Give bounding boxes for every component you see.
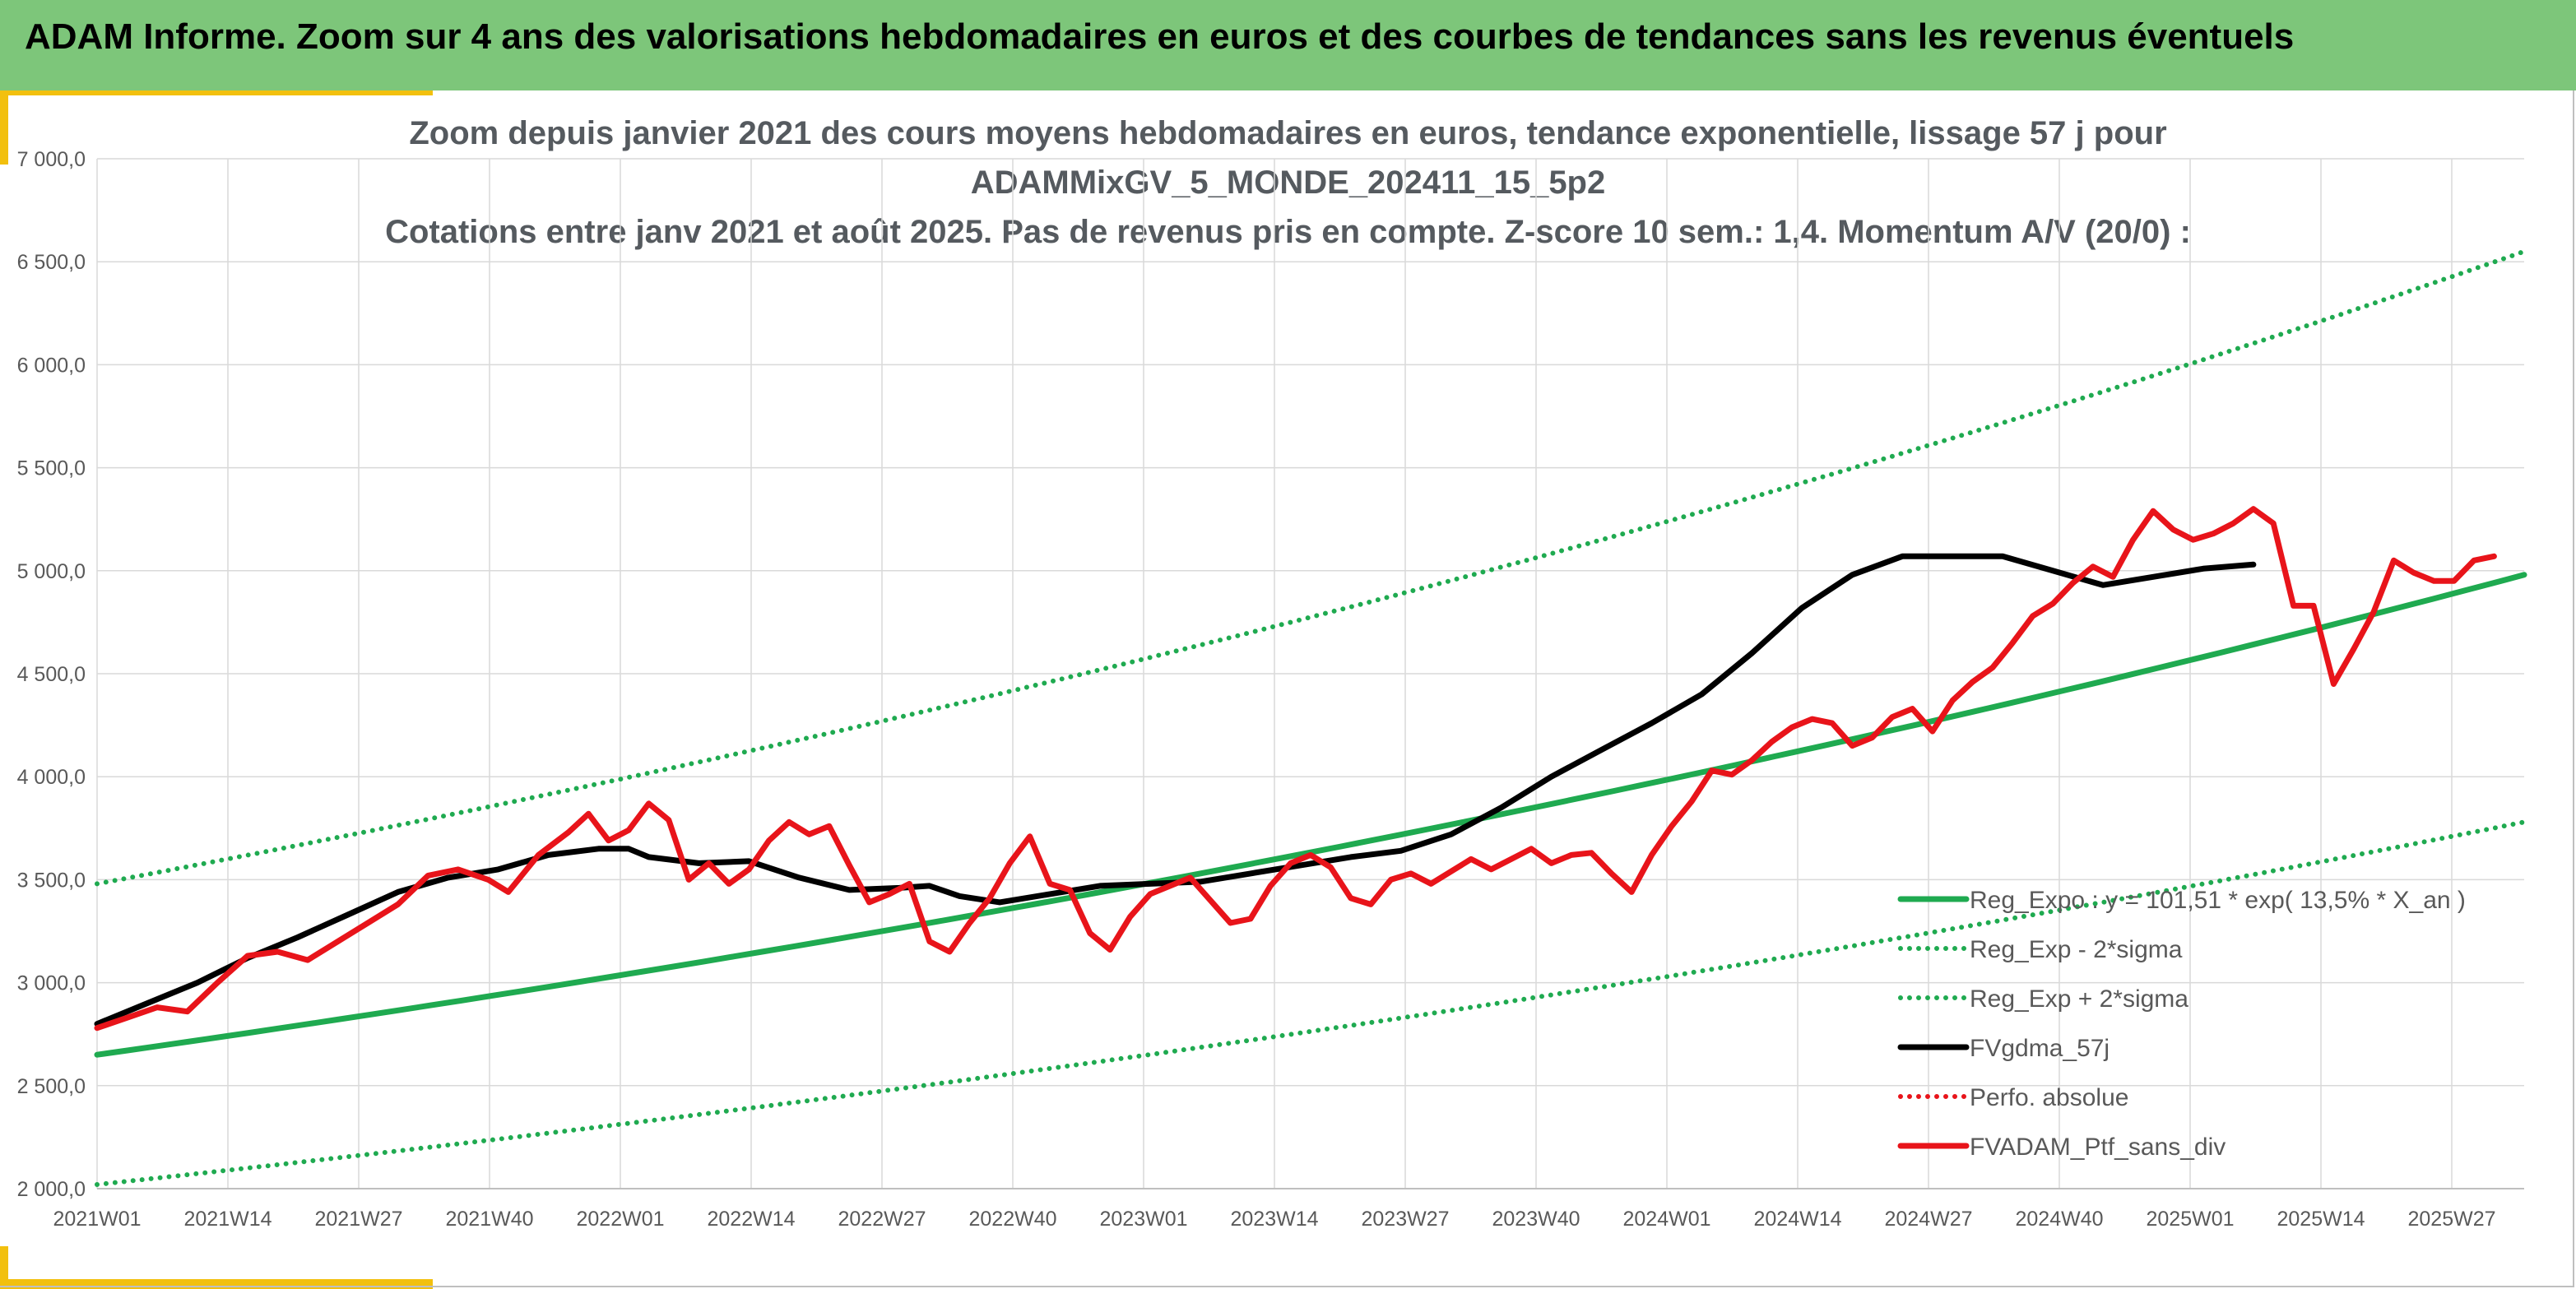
x-tick-label: 2024W40 xyxy=(2015,1208,2103,1231)
gold-accent-top xyxy=(0,90,433,95)
x-tick-label: 2021W40 xyxy=(445,1208,533,1231)
x-tick-label: 2025W14 xyxy=(2277,1208,2365,1231)
banner-title: ADAM Informe. Zoom sur 4 ans des valoris… xyxy=(25,16,2295,57)
y-tick-label: 3 500,0 xyxy=(17,869,86,892)
gold-accent-left-top xyxy=(0,90,8,165)
series-fvadam-ptf-sans-div xyxy=(94,506,2497,1032)
series-reg-exp-2-sigma xyxy=(95,248,2527,887)
x-tick-label: 2021W27 xyxy=(314,1208,402,1231)
x-tick-label: 2023W27 xyxy=(1361,1208,1449,1231)
header-banner: ADAM Informe. Zoom sur 4 ans des valoris… xyxy=(0,0,2576,90)
x-axis-ticks: 2021W01 2021W14 2021W27 2021W40 2022W01 2022W… xyxy=(53,1208,2495,1231)
y-tick-label: 2 500,0 xyxy=(17,1075,86,1098)
chart-title-line-1: Zoom depuis janvier 2021 des cours moyen… xyxy=(409,115,2167,151)
y-axis-ticks: 2 000,0 2 500,0 3 000,0 3 500,0 4 000,0 4 500… xyxy=(17,148,86,1201)
series-lines xyxy=(94,248,2527,1187)
y-tick-label: 7 000,0 xyxy=(17,148,86,171)
y-tick-label: 2 000,0 xyxy=(17,1178,86,1201)
chart-title-line-3: Cotations entre janv 2021 et août 2025. … xyxy=(385,214,2191,250)
legend-label: FVADAM_Ptf_sans_div xyxy=(1970,1134,2226,1161)
x-tick-label: 2022W14 xyxy=(707,1208,795,1231)
y-tick-label: 6 000,0 xyxy=(17,354,86,377)
x-tick-label: 2025W01 xyxy=(2146,1208,2234,1231)
y-tick-label: 3 000,0 xyxy=(17,972,86,995)
x-tick-label: 2023W14 xyxy=(1230,1208,1318,1231)
x-tick-label: 2022W27 xyxy=(838,1208,926,1231)
grid-lines xyxy=(96,158,2524,1189)
legend-label: Reg_Exp + 2*sigma xyxy=(1970,985,2188,1013)
y-tick-label: 4 500,0 xyxy=(17,663,86,686)
series-reg-exp-2-sigma xyxy=(95,819,2527,1187)
x-tick-label: 2024W27 xyxy=(1884,1208,1972,1231)
legend: Reg_Expo : y = 101,51 * exp( 13,5% * X_a… xyxy=(1897,887,2466,1161)
x-tick-label: 2024W01 xyxy=(1622,1208,1710,1231)
x-tick-label: 2022W01 xyxy=(576,1208,664,1231)
x-tick-label: 2021W01 xyxy=(53,1208,141,1231)
y-tick-label: 6 500,0 xyxy=(17,251,86,274)
y-tick-label: 5 000,0 xyxy=(17,560,86,583)
x-tick-label: 2023W40 xyxy=(1492,1208,1580,1231)
x-tick-label: 2025W27 xyxy=(2407,1208,2495,1231)
series-fvgdma-57j xyxy=(94,553,2257,1027)
chart-title-line-2: ADAMMixGV_5_MONDE_202411_15_5p2 xyxy=(970,165,1606,201)
legend-label: Reg_Expo : y = 101,51 * exp( 13,5% * X_a… xyxy=(1970,887,2466,914)
legend-label: Perfo. absolue xyxy=(1970,1084,2128,1111)
y-tick-label: 5 500,0 xyxy=(17,457,86,480)
y-tick-label: 4 000,0 xyxy=(17,766,86,789)
x-tick-label: 2024W14 xyxy=(1753,1208,1841,1231)
x-tick-label: 2021W14 xyxy=(183,1208,272,1231)
x-tick-label: 2022W40 xyxy=(968,1208,1056,1231)
gold-accent-left-bottom xyxy=(0,1246,8,1289)
legend-label: FVgdma_57j xyxy=(1970,1035,2110,1062)
x-tick-label: 2023W01 xyxy=(1099,1208,1187,1231)
chart-title: Zoom depuis janvier 2021 des cours moyen… xyxy=(0,109,2576,257)
legend-label: Reg_Exp - 2*sigma xyxy=(1970,936,2183,963)
